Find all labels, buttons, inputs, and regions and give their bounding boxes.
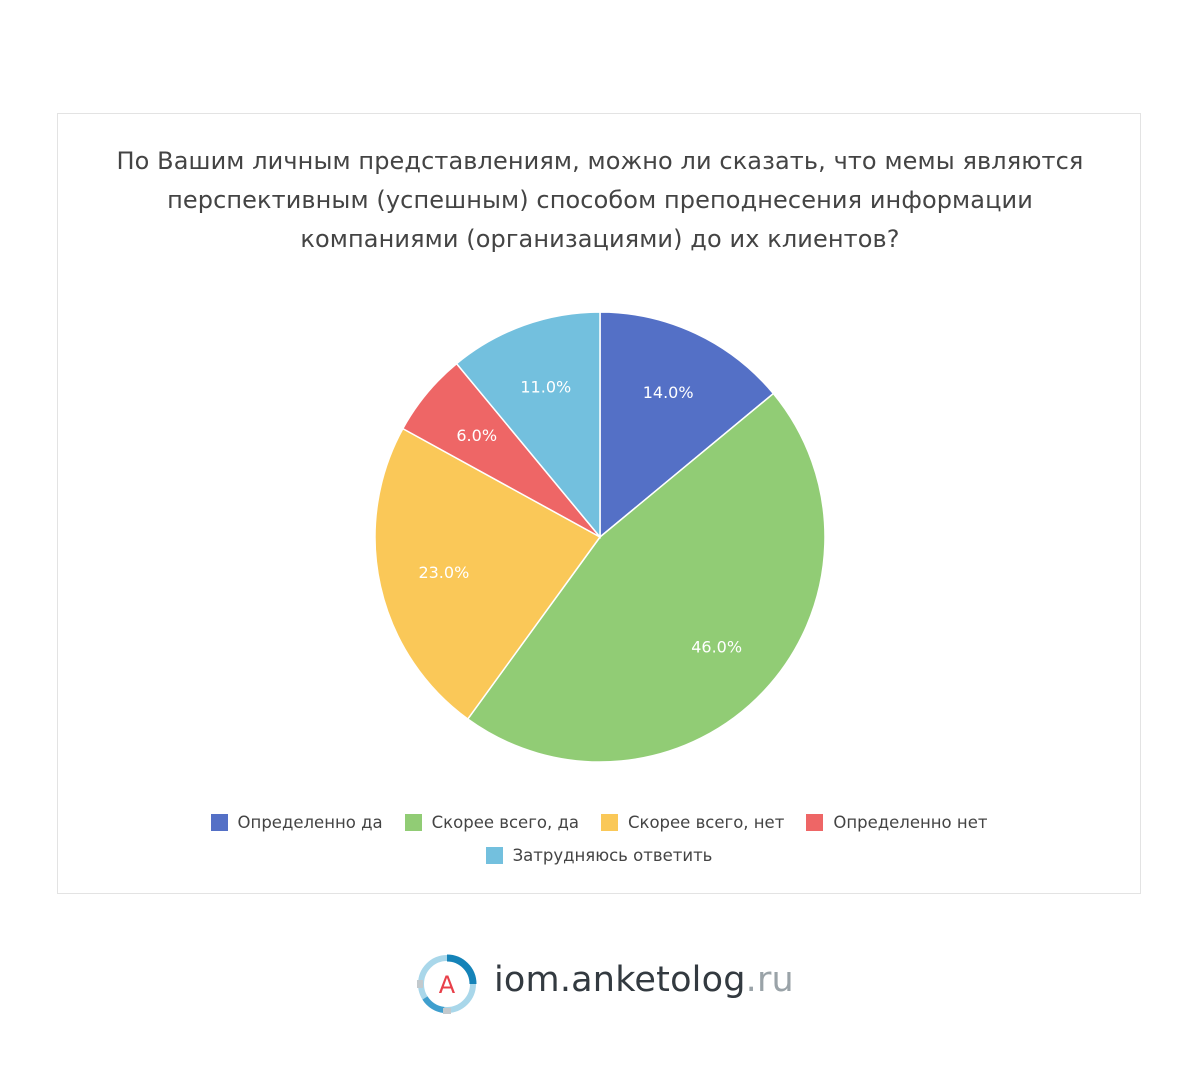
legend-label-probably-no: Скорее всего, нет bbox=[627, 813, 785, 832]
legend-label-definitely-yes: Определенно да bbox=[237, 813, 383, 832]
legend-label-definitely-no: Определенно нет bbox=[833, 813, 988, 832]
legend-swatch-definitely-yes bbox=[210, 814, 228, 831]
legend-item-hard-to-say[interactable]: Затрудняюсь ответить bbox=[485, 846, 713, 865]
chart-title-line-3: компаниями (организациями) до их клиенто… bbox=[300, 225, 900, 253]
legend-item-probably-no[interactable]: Скорее всего, нет bbox=[600, 813, 785, 832]
legend-label-probably-yes: Скорее всего, да bbox=[431, 813, 579, 832]
legend-item-probably-yes[interactable]: Скорее всего, да bbox=[404, 813, 579, 832]
legend-swatch-probably-no bbox=[600, 814, 618, 831]
footer-brand[interactable]: A iom.anketolog.ru bbox=[414, 950, 814, 1014]
legend-swatch-hard-to-say bbox=[485, 847, 503, 864]
pie-slice-definitely-yes[interactable] bbox=[599, 311, 775, 539]
chart-title-line-1: По Вашим личным представлениям, можно ли… bbox=[116, 147, 1084, 175]
site-name-main: iom.anketolog bbox=[494, 960, 746, 1000]
legend-label-hard-to-say: Затрудняюсь ответить bbox=[512, 846, 713, 865]
legend-item-definitely-no[interactable]: Определенно нет bbox=[806, 813, 987, 832]
chart-title-line-2: перспективным (успешным) способом препод… bbox=[167, 186, 1033, 214]
pie-label-hard-to-say: 11.0% bbox=[520, 377, 571, 396]
legend-row-2: Затрудняюсь ответить bbox=[57, 839, 1141, 872]
site-name: iom.anketolog.ru bbox=[494, 960, 794, 1000]
pie-label-probably-no: 23.0% bbox=[418, 563, 469, 582]
chart-title: По Вашим личным представлениям, можно ли… bbox=[60, 142, 1140, 259]
site-name-tld: .ru bbox=[745, 960, 794, 1000]
legend-swatch-probably-yes bbox=[404, 814, 422, 831]
pie-slice-hard-to-say[interactable] bbox=[455, 311, 601, 540]
pie-label-probably-yes: 46.0% bbox=[691, 638, 742, 657]
anketolog-logo-icon: A bbox=[417, 954, 477, 1014]
legend-swatch-definitely-no bbox=[806, 814, 824, 831]
pie-slice-probably-no[interactable] bbox=[374, 427, 602, 721]
logo-letter: A bbox=[439, 971, 456, 999]
chart-legend: Определенно да Скорее всего, да Скорее в… bbox=[57, 806, 1141, 872]
legend-item-definitely-yes[interactable]: Определенно да bbox=[210, 813, 383, 832]
pie-label-definitely-no: 6.0% bbox=[456, 426, 497, 445]
pie-label-definitely-yes: 14.0% bbox=[643, 383, 694, 402]
legend-row-1: Определенно да Скорее всего, да Скорее в… bbox=[57, 806, 1141, 839]
pie-chart: 14.0% 46.0% 23.0% 6.0% 11.0% bbox=[374, 311, 826, 763]
pie-slice-probably-yes[interactable] bbox=[466, 392, 826, 763]
